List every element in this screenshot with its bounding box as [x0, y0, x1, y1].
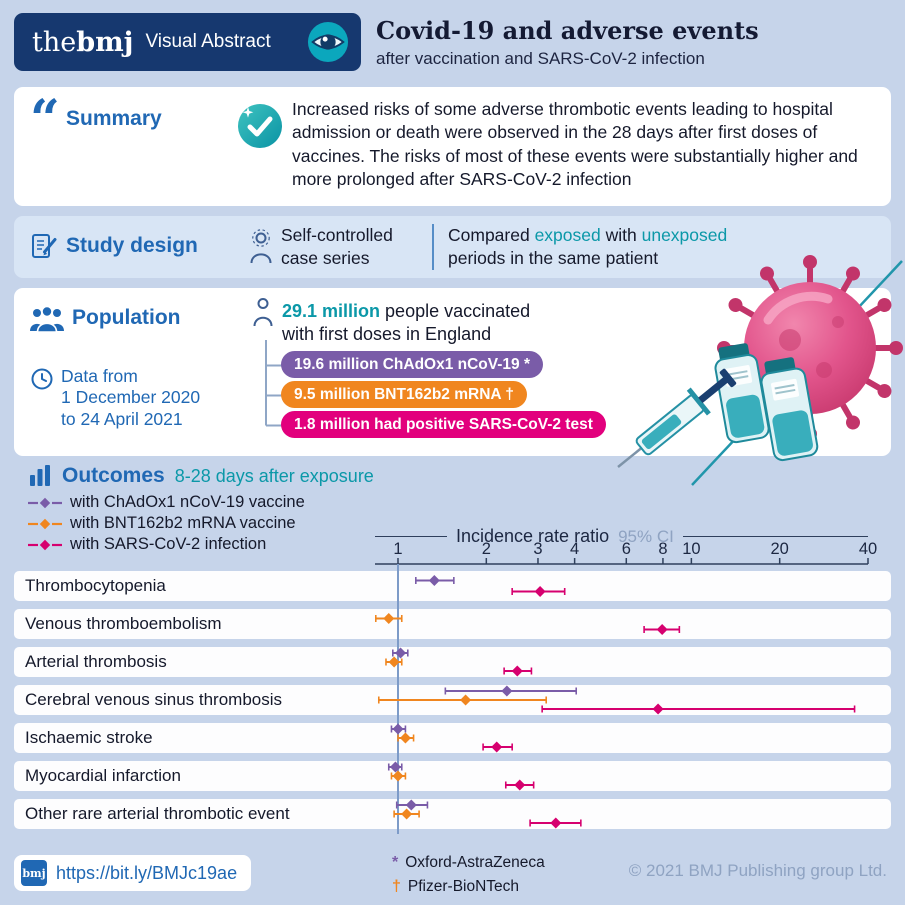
quote-icon: “: [30, 89, 60, 150]
chart-legend: with ChAdOx1 nCoV-19 vaccine with BNT162…: [28, 492, 305, 555]
vaccinated-count: 29.1 million: [282, 301, 381, 321]
divider: [375, 536, 447, 537]
data-range-line3: to 24 April 2021: [61, 408, 183, 429]
summary-card: “ Summary Increased risks of some advers…: [14, 87, 891, 206]
outcome-row-label: Ischaemic stroke: [25, 728, 153, 747]
title-block: Covid-19 and adverse events after vaccin…: [376, 16, 759, 69]
bmj-logo-the: the: [32, 26, 77, 58]
page-title: Covid-19 and adverse events: [376, 16, 759, 45]
study-method-text: Self-controlled case series: [281, 224, 393, 270]
person-icon: [253, 298, 273, 327]
outcome-row-label: Myocardial infarction: [25, 766, 181, 785]
people-icon: [30, 305, 64, 333]
legend-item-chadox1: with ChAdOx1 nCoV-19 vaccine: [28, 492, 305, 513]
visual-abstract-label: Visual Abstract: [145, 31, 271, 52]
pill-bnt162b2: 9.5 million BNT162b2 mRNA †: [281, 381, 527, 408]
clock-icon: [31, 368, 53, 390]
study-comparison-text: Compared exposed with unexposed periods i…: [448, 224, 727, 270]
dagger-symbol: †: [392, 878, 401, 895]
eye-icon: [307, 21, 349, 63]
comparison-part1: Compared: [448, 225, 535, 245]
method-line2: case series: [281, 247, 370, 268]
pill-chadox1: 19.6 million ChAdOx1 nCoV-19 *: [281, 351, 544, 378]
divider: [682, 536, 868, 537]
vaccinated-line2: with first doses in England: [282, 323, 492, 344]
comparison-part2: with: [600, 225, 642, 245]
legend-item-bnt162b2: with BNT162b2 mRNA vaccine: [28, 513, 305, 534]
asterisk-symbol: *: [392, 854, 399, 871]
ci-label: 95% CI: [618, 526, 674, 546]
method-line1: Self-controlled: [281, 225, 393, 245]
outcome-row: Venous thromboembolism: [14, 609, 891, 639]
vaccinated-rest: people vaccinated: [380, 301, 531, 321]
outcome-row: Cerebral venous sinus thrombosis: [14, 685, 891, 715]
data-range-text: Data from 1 December 2020 to 24 April 2021: [61, 366, 200, 430]
person-icon: [250, 229, 272, 264]
outcome-row: Thrombocytopenia: [14, 571, 891, 601]
legend-item-sars-cov-2: with SARS-CoV-2 infection: [28, 534, 305, 555]
summary-heading: Summary: [66, 107, 162, 130]
vaccinated-text: 29.1 million people vaccinated with first…: [282, 300, 530, 345]
page-subtitle: after vaccination and SARS-CoV-2 infecti…: [376, 49, 705, 68]
legend-label: with ChAdOx1 nCoV-19 vaccine: [70, 493, 305, 511]
population-pills: 19.6 million ChAdOx1 nCoV-19 * 9.5 milli…: [281, 351, 606, 438]
legend-label: with BNT162b2 mRNA vaccine: [70, 514, 296, 532]
bar-chart-icon: [30, 465, 50, 486]
check-icon: [238, 104, 282, 148]
population-heading: Population: [72, 306, 181, 329]
bmj-header-bar: thebmj Visual Abstract: [14, 13, 361, 71]
outcomes-subheading: 8-28 days after exposure: [174, 465, 374, 486]
footnote-label: Oxford-AstraZeneca: [405, 854, 545, 871]
outcomes-header: Outcomes 8-28 days after exposure: [28, 464, 374, 488]
outcome-row-label: Venous thromboembolism: [25, 614, 222, 633]
chart-axis-header: Incidence rate ratio 95% CI: [375, 526, 868, 547]
footnote-astrazeneca: * Oxford-AstraZeneca: [392, 851, 545, 875]
outcome-row: Myocardial infarction: [14, 761, 891, 791]
vertical-divider: [432, 224, 434, 270]
footnote-pfizer: † Pfizer-BioNTech: [392, 875, 545, 899]
study-design-heading: Study design: [66, 234, 198, 257]
bmj-logo: thebmj: [32, 29, 133, 56]
data-range-line1: Data from: [61, 366, 138, 386]
shortlink[interactable]: https://bit.ly/BMJc19ae: [56, 862, 238, 883]
data-range-line2: 1 December 2020: [61, 387, 201, 408]
diamond-marker-icon: [28, 539, 62, 551]
x-axis-title: Incidence rate ratio: [456, 526, 610, 546]
outcome-row-label: Thrombocytopenia: [25, 576, 166, 595]
outcome-row-label: Cerebral venous sinus thrombosis: [25, 690, 283, 709]
study-design-card: Study design Self-controlled case series …: [14, 216, 891, 278]
diamond-marker-icon: [28, 497, 62, 509]
footnote-label: Pfizer-BioNTech: [407, 878, 520, 895]
outcome-row-label: Other rare arterial thrombotic event: [25, 804, 290, 823]
pill-sars-cov-2: 1.8 million had positive SARS-CoV-2 test: [281, 411, 606, 438]
legend-label: with SARS-CoV-2 infection: [70, 535, 267, 553]
bmj-mini-logo: bmj: [21, 860, 47, 886]
population-card: Population Data from 1 December 2020 to 24…: [14, 288, 891, 456]
outcomes-heading: Outcomes: [62, 464, 165, 487]
summary-text: Increased risks of some adverse thrombot…: [292, 99, 858, 189]
outcome-row: Arterial thrombosis: [14, 647, 891, 677]
bmj-logo-bmj: bmj: [76, 26, 134, 58]
outcome-row: Ischaemic stroke: [14, 723, 891, 753]
copyright: © 2021 BMJ Publishing group Ltd.: [628, 861, 887, 880]
outcome-row-label: Arterial thrombosis: [25, 652, 167, 671]
comparison-unexposed: unexposed: [641, 225, 728, 245]
comparison-part3: periods in the same patient: [448, 247, 659, 268]
outcome-row: Other rare arterial thrombotic event: [14, 799, 891, 829]
pencil-icon: [32, 234, 57, 258]
footer-link-pill: bmj https://bit.ly/BMJc19ae: [14, 855, 252, 891]
diamond-marker-icon: [28, 518, 62, 530]
footnotes: * Oxford-AstraZeneca † Pfizer-BioNTech: [392, 851, 545, 899]
comparison-exposed: exposed: [534, 225, 601, 245]
